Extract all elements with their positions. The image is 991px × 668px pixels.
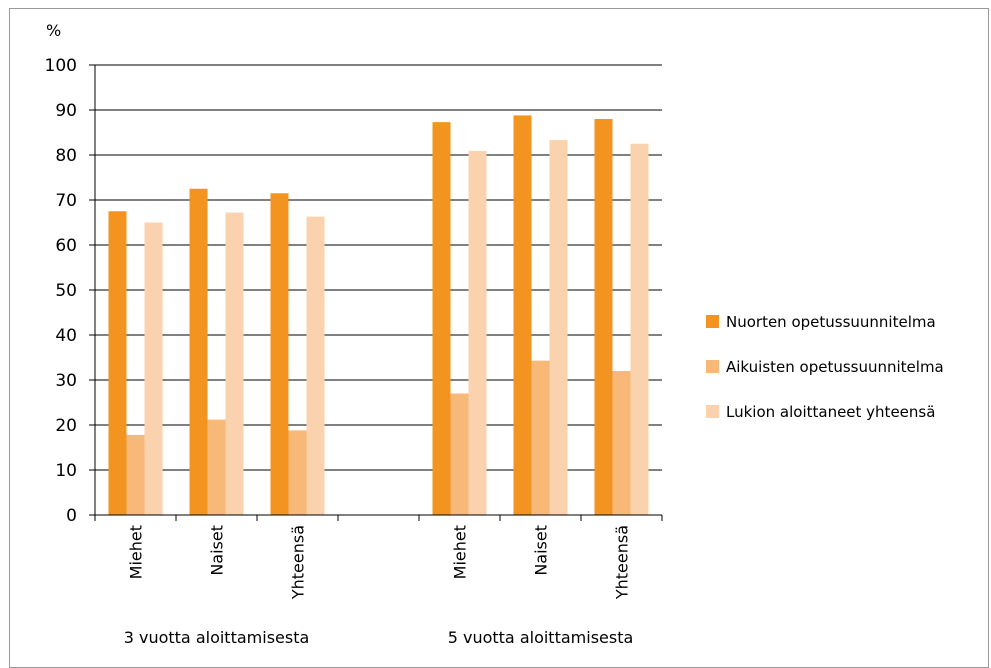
bar bbox=[630, 143, 649, 515]
bar bbox=[306, 216, 325, 515]
group-label: 5 vuotta aloittamisesta bbox=[448, 628, 634, 647]
bar bbox=[612, 371, 631, 515]
group-label: 3 vuotta aloittamisesta bbox=[124, 628, 310, 647]
axes bbox=[94, 65, 662, 516]
bar bbox=[549, 140, 568, 515]
legend-label: Aikuisten opetussuunnitelma bbox=[726, 358, 944, 376]
bars bbox=[108, 115, 649, 516]
y-tick-label: 70 bbox=[55, 191, 77, 211]
legend-swatch bbox=[706, 315, 719, 328]
bar bbox=[189, 188, 208, 515]
category-label: Yhteensä bbox=[613, 525, 632, 600]
bar bbox=[144, 222, 163, 515]
bar bbox=[432, 122, 451, 516]
bar bbox=[288, 430, 307, 515]
y-tick-labels: 0 10 20 30 40 50 60 70 80 90 100 bbox=[45, 56, 77, 526]
y-unit-label: % bbox=[46, 21, 61, 40]
legend: Nuorten opetussuunnitelma Aikuisten opetu… bbox=[706, 313, 944, 421]
category-label: Naiset bbox=[532, 525, 551, 576]
category-label: Naiset bbox=[208, 525, 227, 576]
y-tick-label: 30 bbox=[55, 371, 77, 391]
category-label: Miehet bbox=[127, 525, 146, 579]
category-label: Miehet bbox=[451, 525, 470, 579]
category-labels: Miehet Naiset Yhteensä Miehet Naiset Yhteensä bbox=[127, 525, 632, 600]
bar bbox=[468, 150, 487, 515]
gridlines bbox=[89, 64, 663, 521]
legend-label: Lukion aloittaneet yhteensä bbox=[726, 403, 935, 421]
y-tick-label: 50 bbox=[55, 281, 77, 301]
y-tick-label: 60 bbox=[55, 236, 77, 256]
legend-swatch bbox=[706, 405, 719, 418]
bar bbox=[108, 211, 127, 515]
bar bbox=[513, 115, 532, 516]
chart-frame bbox=[9, 8, 989, 668]
bar bbox=[126, 434, 145, 515]
bar bbox=[594, 119, 613, 515]
y-tick-label: 0 bbox=[66, 506, 77, 526]
bar bbox=[225, 212, 244, 515]
y-tick-label: 10 bbox=[55, 461, 77, 481]
y-tick-label: 20 bbox=[55, 416, 77, 436]
group-labels: 3 vuotta aloittamisesta 5 vuotta aloittam… bbox=[124, 628, 634, 647]
legend-swatch bbox=[706, 360, 719, 373]
bar bbox=[270, 193, 289, 515]
legend-label: Nuorten opetussuunnitelma bbox=[726, 313, 936, 331]
bar bbox=[531, 360, 550, 515]
y-tick-label: 100 bbox=[45, 56, 77, 76]
category-label: Yhteensä bbox=[289, 525, 308, 600]
y-tick-label: 90 bbox=[55, 101, 77, 121]
bar bbox=[207, 419, 226, 515]
bar bbox=[450, 393, 469, 515]
y-tick-label: 80 bbox=[55, 146, 77, 166]
y-tick-label: 40 bbox=[55, 326, 77, 346]
